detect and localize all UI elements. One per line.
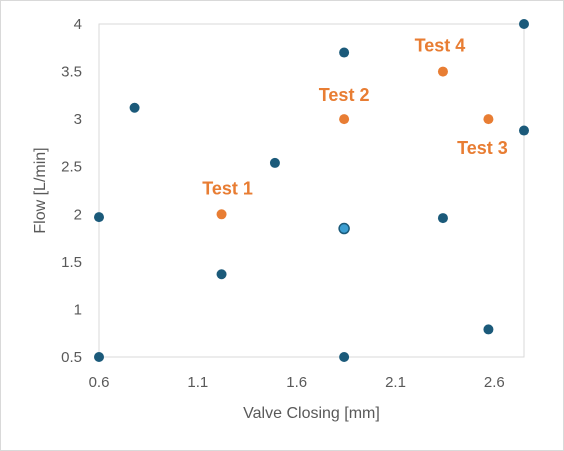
test-label: Test 3	[457, 138, 508, 158]
plot-area	[98, 23, 525, 358]
data-point	[94, 212, 104, 223]
data-point	[338, 222, 350, 235]
data-points	[94, 19, 529, 362]
y-tick-label: 1	[74, 301, 82, 318]
y-axis-ticks: 0.5 1 1.5 2 2.5 3 3.5 4	[61, 16, 82, 366]
test-point	[483, 114, 494, 125]
data-point	[216, 269, 227, 280]
x-tick-label: 0.6	[89, 374, 110, 391]
y-tick-label: 1.5	[61, 254, 82, 271]
test-point	[339, 114, 350, 125]
x-tick-label: 1.1	[187, 374, 208, 391]
y-axis-title: Flow [L/min]	[32, 147, 49, 233]
data-point	[339, 352, 350, 362]
data-point	[519, 19, 529, 29]
y-tick-label: 3	[74, 111, 82, 128]
test-label: Test 1	[202, 178, 253, 198]
y-tick-label: 2.5	[61, 159, 82, 176]
test-point	[216, 209, 227, 220]
test-point	[437, 66, 448, 77]
y-tick-label: 4	[74, 16, 82, 33]
x-tick-label: 2.6	[484, 374, 505, 391]
test-label: Test 2	[319, 85, 370, 105]
data-point	[437, 213, 448, 224]
x-tick-label: 1.6	[286, 374, 307, 391]
y-tick-label: 3.5	[61, 64, 82, 81]
x-tick-label: 2.1	[385, 374, 406, 391]
data-point	[339, 47, 350, 58]
data-point	[483, 324, 494, 335]
data-point	[519, 125, 529, 136]
x-axis-title: Valve Closing [mm]	[243, 405, 380, 422]
test-label: Test 4	[415, 36, 466, 56]
test-labels: Test 1 Test 2 Test 3 Test 4	[202, 36, 508, 199]
data-point	[269, 157, 280, 168]
y-tick-label: 2	[74, 206, 82, 223]
data-point	[94, 352, 104, 362]
data-point	[129, 102, 140, 113]
x-axis-ticks: 0.6 1.1 1.6 2.1 2.6	[89, 374, 505, 391]
y-tick-label: 0.5	[61, 349, 82, 366]
